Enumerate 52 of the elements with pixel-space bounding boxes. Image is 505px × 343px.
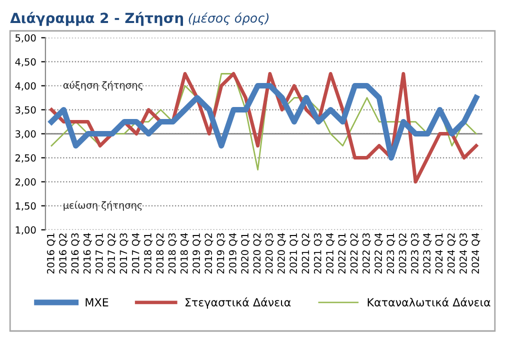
x-tick-label: 2022 Q3 xyxy=(362,233,371,274)
x-tick-label: 2017 Q4 xyxy=(132,233,140,274)
chart-subtitle: (μέσος όρος) xyxy=(188,12,269,26)
x-tick-label: 2023 Q3 xyxy=(411,233,420,274)
x-tick-label: 2024 Q4 xyxy=(472,233,480,274)
x-tick-label: 2021 Q2 xyxy=(302,234,310,274)
annotation: αύξηση ζήτησης xyxy=(63,80,142,91)
y-tick-label: 3,00 xyxy=(16,130,36,139)
x-tick-label: 2020 Q3 xyxy=(265,233,274,274)
x-tick-label: 2021 Q1 xyxy=(290,233,298,274)
x-tick-label: 2023 Q2 xyxy=(398,234,408,274)
y-tick-label: 4,50 xyxy=(15,58,36,67)
y-tick-label: 2,50 xyxy=(15,154,36,163)
x-tick-label: 2018 Q1 xyxy=(144,233,153,274)
x-tick-label: 2022 Q4 xyxy=(374,233,384,274)
x-tick-label: 2023 Q4 xyxy=(423,233,432,274)
x-tick-label: 2019 Q3 xyxy=(216,233,226,274)
x-tick-label: 2019 Q4 xyxy=(228,233,238,274)
x-tick-label: 2019 Q1 xyxy=(192,233,202,274)
x-tick-label: 2019 Q2 xyxy=(204,234,214,274)
legend-label: ΜΧΕ xyxy=(86,298,108,306)
x-tick-label: 2022 Q1 xyxy=(338,233,347,274)
chart-title: Διάγραμμα 2 - Ζήτηση xyxy=(10,12,183,26)
x-tick-label: 2020 Q4 xyxy=(278,233,286,274)
x-tick-label: 2020 Q2 xyxy=(253,234,262,274)
x-tick-label: 2016 Q2 xyxy=(59,234,68,274)
legend-label: Καταναλωτικά Δάνεια xyxy=(368,297,490,306)
legend-label: Στεγαστικά Δάνεια xyxy=(186,297,291,309)
x-tick-label: 2024 Q2 xyxy=(447,234,456,274)
x-tick-label: 2018 Q3 xyxy=(168,233,177,274)
x-tick-label: 2021 Q3 xyxy=(314,233,322,274)
y-tick-label: 5,00 xyxy=(16,34,36,43)
y-tick-label: 2,00 xyxy=(15,178,36,187)
y-tick-label: 4,00 xyxy=(15,82,36,91)
y-tick-label: 3,50 xyxy=(16,106,36,115)
x-tick-label: 2017 Q3 xyxy=(120,233,128,274)
x-tick-label: 2018 Q2 xyxy=(156,234,165,274)
x-tick-label: 2017 Q1 xyxy=(96,233,104,274)
x-tick-label: 2022 Q2 xyxy=(350,234,359,274)
x-tick-label: 2024 Q3 xyxy=(460,233,468,274)
annotation: μείωση ζήτησης xyxy=(64,200,142,211)
x-tick-label: 2020 Q1 xyxy=(241,233,250,274)
x-tick-label: 2023 Q1 xyxy=(386,233,396,274)
x-tick-label: 2016 Q1 xyxy=(46,233,56,274)
x-tick-label: 2017 Q2 xyxy=(108,234,116,274)
x-tick-label: 2016 Q3 xyxy=(71,233,80,274)
x-tick-label: 2024 Q1 xyxy=(435,233,444,274)
x-tick-label: 2016 Q4 xyxy=(83,233,92,274)
y-tick-label: 1,00 xyxy=(16,226,36,235)
x-tick-label: 2021 Q4 xyxy=(326,233,335,274)
y-tick-label: 1,50 xyxy=(16,202,36,211)
x-tick-label: 2018 Q4 xyxy=(180,233,189,274)
